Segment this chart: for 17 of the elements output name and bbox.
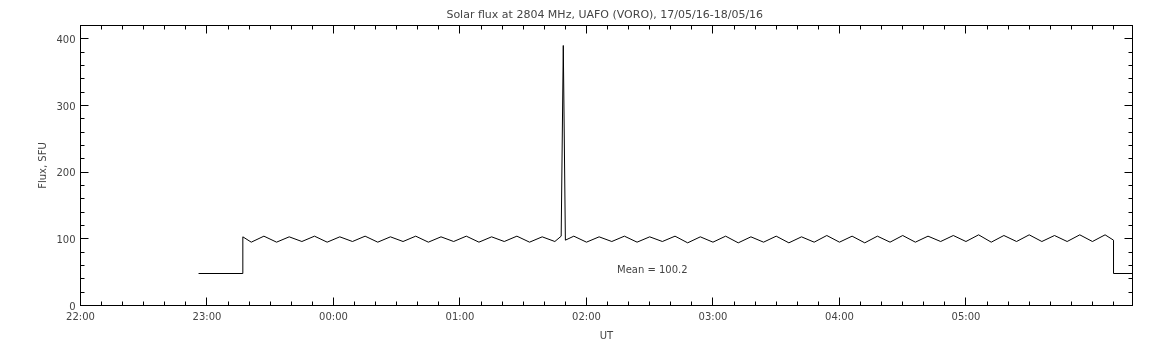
y-tick-label: 300 bbox=[56, 100, 76, 112]
x-tick-label: 23:00 bbox=[192, 310, 222, 322]
y-tick-label: 100 bbox=[56, 233, 76, 245]
x-tick-label: 00:00 bbox=[319, 310, 348, 322]
x-tick-label: 05:00 bbox=[951, 310, 981, 322]
annotation: Mean = 100.2 bbox=[617, 263, 688, 275]
chart-title: Solar flux at 2804 MHz, UAFO (VORO), 17/05/16-18/05/16 bbox=[446, 7, 764, 21]
y-tick-label: 400 bbox=[56, 33, 76, 45]
y-axis-title: Flux, SFU bbox=[37, 142, 49, 189]
x-tick-label: 03:00 bbox=[698, 310, 728, 322]
y-tick-label: 0 bbox=[69, 300, 76, 312]
x-tick-label: 01:00 bbox=[445, 310, 475, 322]
x-tick-label: 02:00 bbox=[572, 310, 601, 322]
x-axis-title: UT bbox=[599, 329, 615, 341]
x-tick-label: 04:00 bbox=[825, 310, 854, 322]
x-tick-label: 22:00 bbox=[66, 310, 95, 322]
y-tick-label: 200 bbox=[56, 167, 76, 179]
